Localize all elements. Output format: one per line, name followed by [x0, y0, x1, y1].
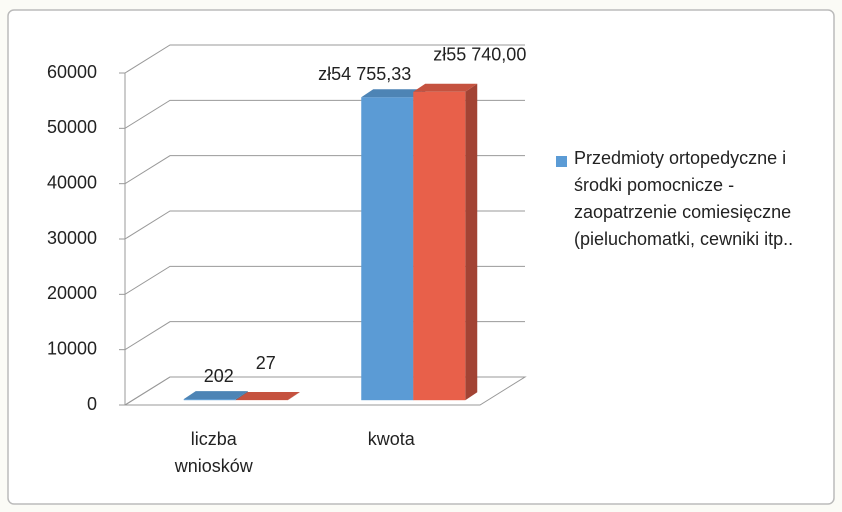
- bar-side: [287, 392, 300, 401]
- y-tick-label: 60000: [47, 62, 97, 82]
- bar-side: [465, 83, 478, 401]
- y-tick-label: 0: [87, 394, 97, 414]
- y-tick-label: 20000: [47, 283, 97, 303]
- legend-swatch: [556, 156, 567, 167]
- bar-front: [361, 97, 414, 401]
- legend-label: Przedmioty ortopedyczne i środki pomocni…: [574, 148, 794, 249]
- bar-top: [235, 392, 300, 401]
- bar: [413, 83, 478, 401]
- y-tick-label: 40000: [47, 172, 97, 192]
- bar-top: [413, 83, 478, 92]
- value-label: zł55 740,00: [433, 45, 526, 65]
- bar-front: [183, 399, 236, 401]
- y-tick-label: 30000: [47, 228, 97, 248]
- bar-front: [413, 91, 466, 401]
- value-label: 202: [204, 366, 234, 386]
- x-tick-label: kwota: [367, 429, 415, 449]
- value-label: zł54 755,33: [318, 64, 411, 84]
- y-tick-label: 50000: [47, 117, 97, 137]
- grid-line: [124, 44, 525, 74]
- x-tick-label: liczba wniosków: [174, 429, 253, 476]
- value-label: 27: [256, 353, 276, 373]
- bar-side: [235, 391, 248, 401]
- y-tick-label: 10000: [47, 338, 97, 358]
- bar: [235, 392, 300, 401]
- bar-top: [183, 391, 248, 400]
- bar: [183, 391, 248, 401]
- bar-top: [361, 89, 426, 98]
